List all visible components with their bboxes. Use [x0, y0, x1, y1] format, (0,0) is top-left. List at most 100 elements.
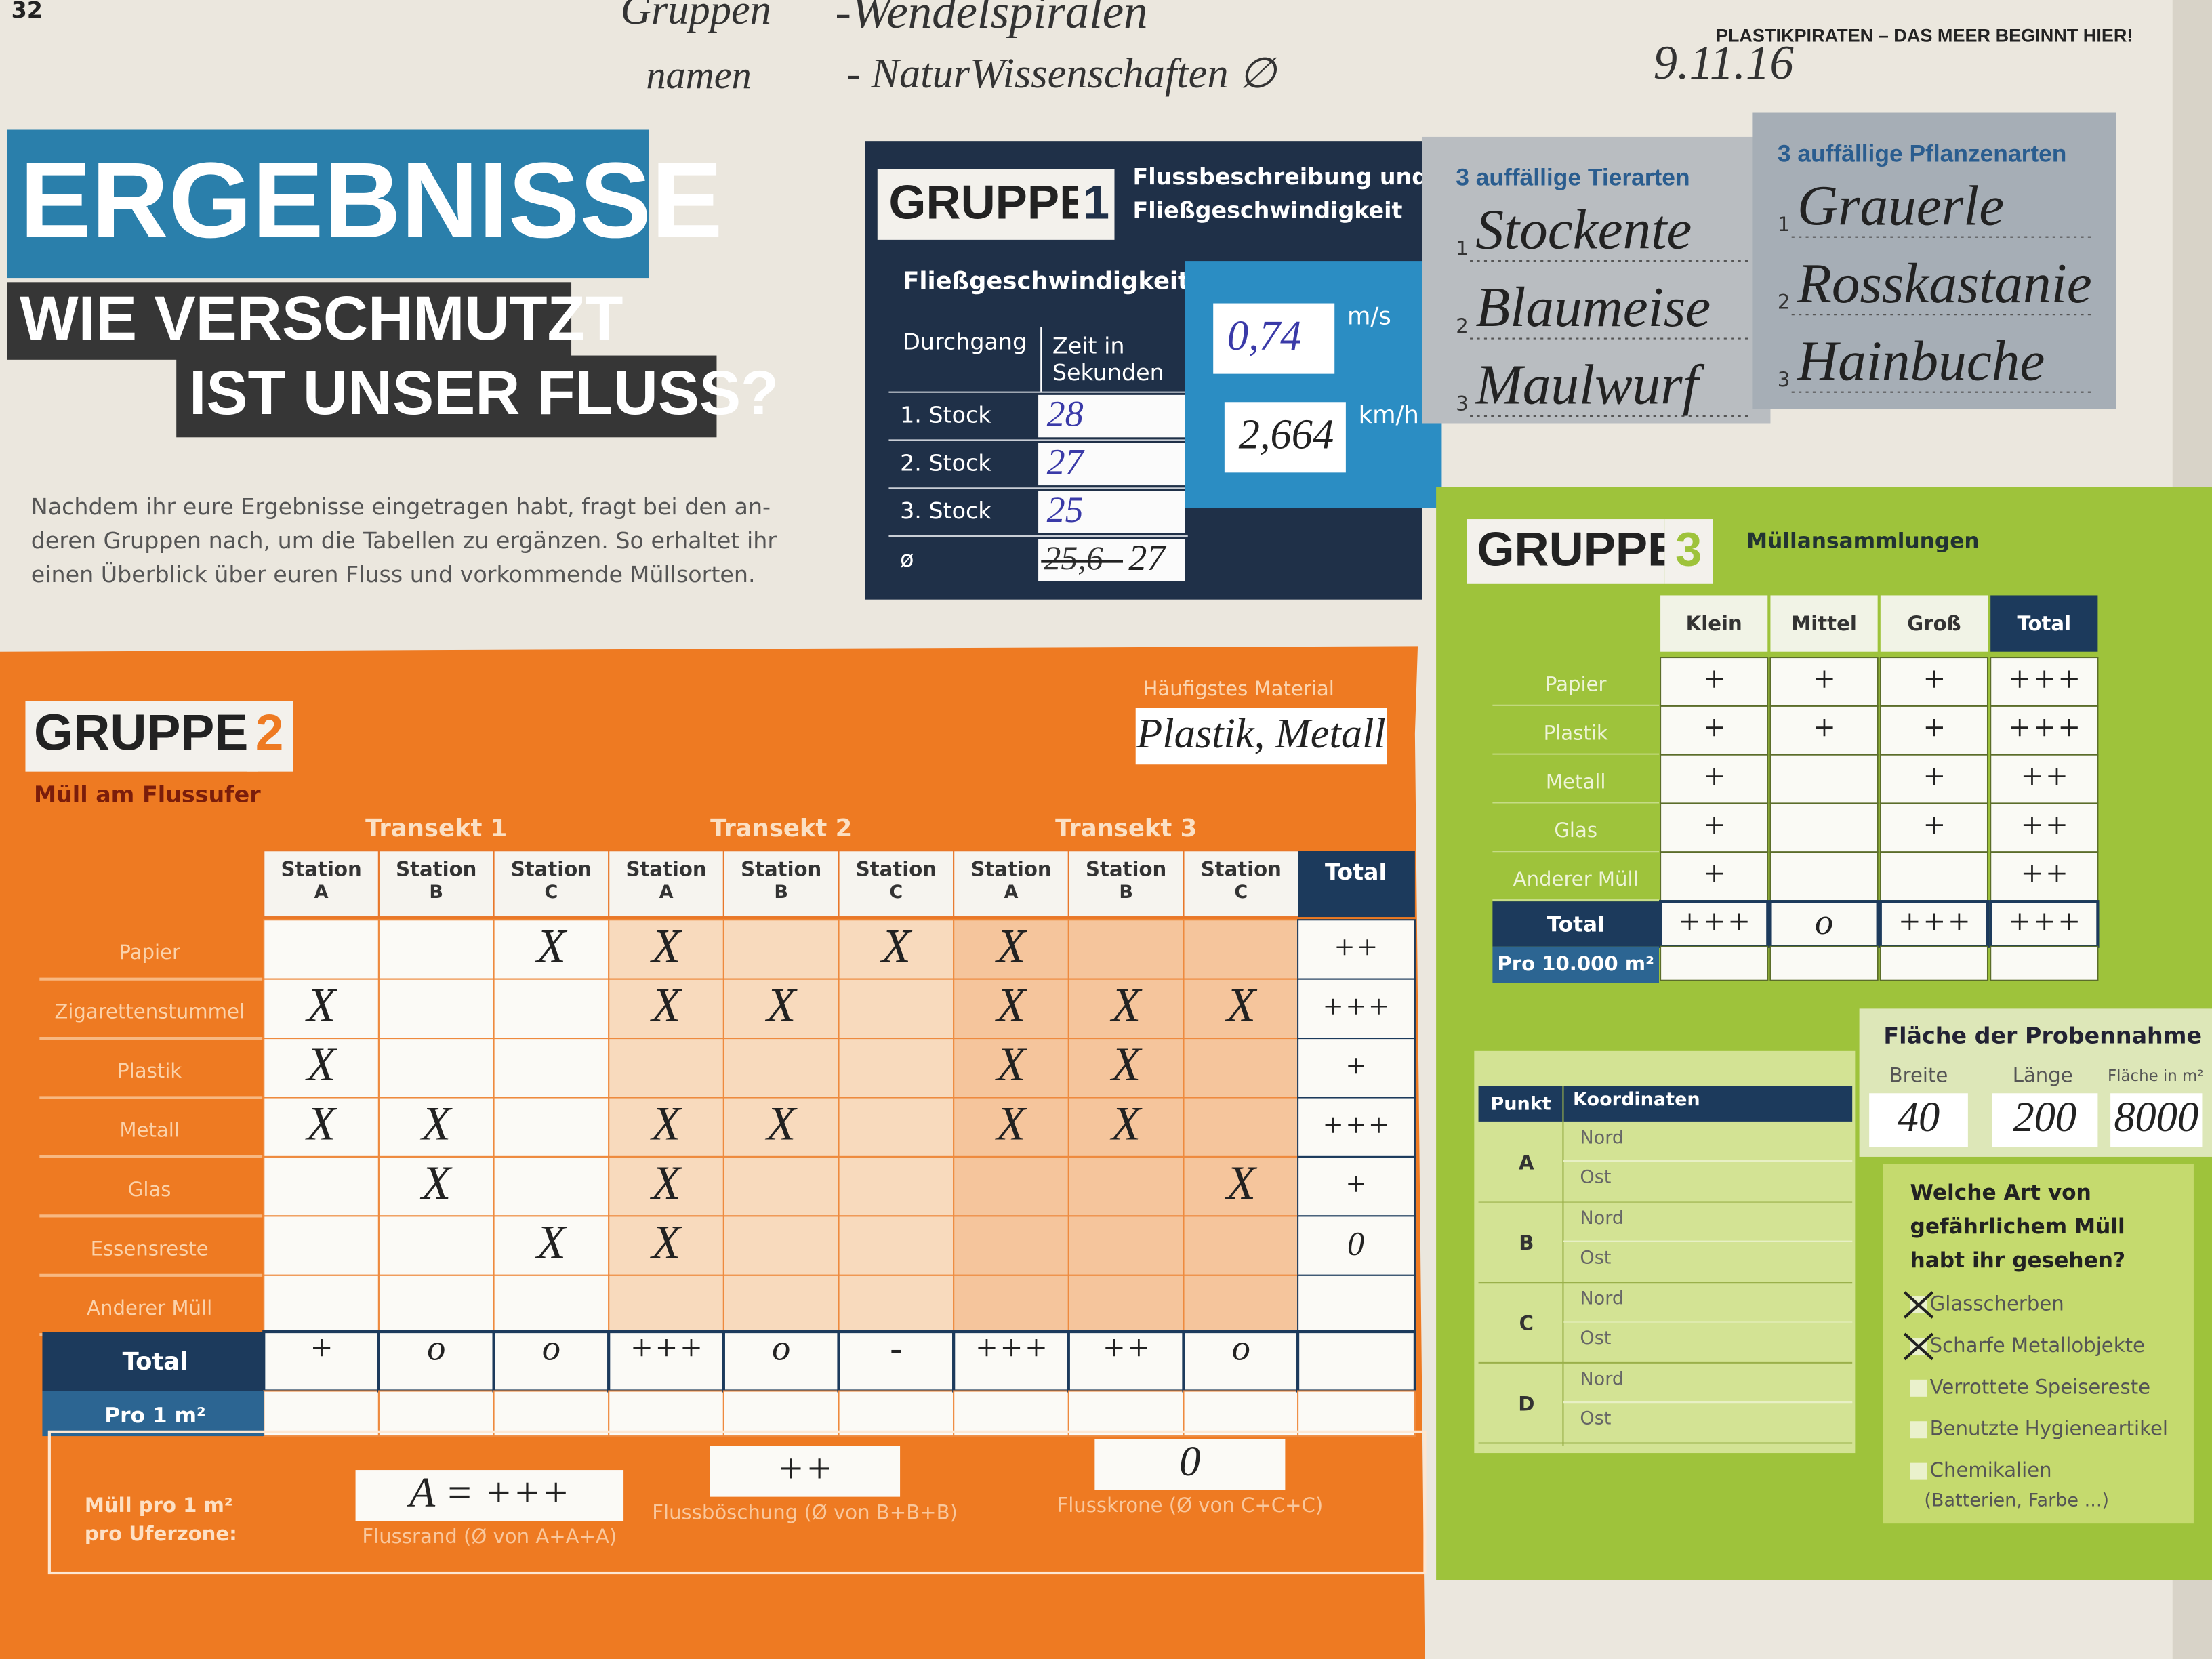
column-header: B: [774, 882, 788, 903]
handwritten-mark: +: [1922, 659, 1947, 699]
handwritten-mark: +: [1811, 659, 1837, 699]
table-cell: [607, 1330, 725, 1393]
page-number: 32: [12, 0, 43, 23]
table-cell: [1769, 945, 1879, 981]
title-band: [7, 129, 649, 279]
checkbox: [1910, 1421, 1927, 1439]
handwritten-value: 25: [1047, 489, 1084, 530]
column-header: Station: [281, 857, 361, 880]
handwritten-mark: X: [994, 979, 1027, 1032]
row-label: Glas: [128, 1178, 171, 1201]
column-header: Sekunden: [1052, 359, 1164, 386]
point-label: C: [1519, 1312, 1534, 1335]
table-cell: [1067, 1038, 1185, 1099]
column-header: Station: [396, 857, 476, 880]
transect-label: Transekt 1: [365, 815, 507, 842]
column-header: Zeit in: [1052, 333, 1125, 359]
answer-box: [1224, 402, 1346, 473]
table-cell: [1067, 919, 1185, 980]
item-number: 3: [1456, 392, 1469, 415]
handwritten-value: Plastik, Metall: [1136, 710, 1386, 757]
column-header-cell: [1660, 595, 1768, 652]
uferzone-label: Müll pro 1 m²: [85, 1494, 233, 1517]
zone-caption: Flusskrone (Ø von C+C+C): [1057, 1494, 1323, 1517]
handwritten-name: Grauerle: [1797, 175, 2004, 237]
handwritten-mark: +: [1702, 756, 1727, 797]
handwritten-mark: X: [1109, 1098, 1143, 1151]
handwritten-mark: ++: [2020, 853, 2069, 894]
column-header: Station: [1201, 857, 1282, 880]
table-cell: [838, 1274, 955, 1336]
per-area-label-cell: [1492, 946, 1659, 983]
group-label: GRUPPE: [888, 176, 1091, 229]
table-cell: [722, 1274, 840, 1336]
table-cell: [1879, 802, 1989, 853]
column-header: Total: [2017, 612, 2071, 635]
column-header-cell: [1880, 595, 1988, 652]
group-label-box: [1467, 519, 1665, 584]
row-label: Metall: [119, 1118, 180, 1141]
table-cell: [1183, 1097, 1300, 1158]
table-cell: [493, 1390, 610, 1437]
table-cell: [493, 1038, 610, 1099]
handwritten-mark: +: [1702, 708, 1727, 748]
question: habt ihr gesehen?: [1910, 1248, 2126, 1273]
coordinate-label: Nord: [1580, 1208, 1624, 1229]
answer-cell: [1038, 394, 1185, 438]
table-cell: [493, 978, 610, 1040]
group-label: GRUPPE: [34, 703, 248, 760]
title-band: [7, 282, 572, 360]
table-cell: [1990, 754, 2099, 804]
handwritten-mark: 0: [1347, 1225, 1364, 1263]
panel-title: 3 auffällige Tierarten: [1456, 165, 1689, 191]
group-label-box: [25, 701, 258, 772]
table-cell: [377, 1097, 495, 1158]
handwritten-mark: +: [1922, 756, 1947, 797]
group-label: GRUPPE: [1477, 523, 1679, 576]
table-cell: [377, 1215, 495, 1276]
column-header: Koordinaten: [1573, 1089, 1700, 1110]
table-cell: [1067, 1215, 1185, 1276]
handwritten-mark: +: [309, 1328, 334, 1368]
column-header: C: [889, 882, 903, 903]
field-label: Länge: [2013, 1063, 2073, 1086]
table-cell: [263, 1274, 380, 1336]
handwriting: - NaturWissenschaften ∅: [846, 49, 1277, 97]
table-cell: [1183, 978, 1300, 1040]
table-cell: [608, 919, 724, 980]
table-cell: [953, 1215, 1069, 1276]
column-header-cell: [493, 850, 610, 918]
handwritten-date: 9.11.16: [1654, 37, 1795, 89]
column-header: C: [1234, 882, 1248, 903]
table-cell: [493, 919, 610, 980]
option-label: Benutzte Hygieneartikel: [1930, 1417, 2168, 1440]
table-cell: [838, 1155, 955, 1217]
handwritten-mark: X: [1109, 979, 1143, 1032]
column-header: Station: [511, 857, 592, 880]
group-label-box: [877, 169, 1078, 240]
row-label: ø: [900, 546, 914, 572]
table-cell: [953, 1155, 1069, 1217]
handwritten-mark: +++: [629, 1328, 703, 1368]
column-header: Punkt: [1490, 1093, 1551, 1114]
handwritten-mark: +: [1922, 804, 1947, 845]
group-number: 3: [1675, 523, 1702, 576]
answer-cell: [1038, 443, 1185, 486]
column-header: A: [314, 882, 329, 903]
handwritten-mark: +++: [974, 1328, 1048, 1368]
title: WIE VERSCHMUTZT: [20, 284, 623, 353]
handwritten-value: 28: [1047, 394, 1084, 434]
handwritten-mark: X: [1225, 1157, 1258, 1210]
table-cell: [838, 1097, 955, 1158]
table-cell: [722, 1038, 840, 1099]
handwritten-name: Hainbuche: [1797, 330, 2045, 392]
table-cell: [493, 1155, 610, 1217]
table-cell: [377, 919, 495, 980]
handwritten-mark: +: [1345, 1046, 1368, 1084]
transect-label: Transekt 3: [1055, 815, 1197, 842]
column-header: Groß: [1907, 612, 1961, 635]
column-header: B: [429, 882, 443, 903]
table-cell: [1660, 754, 1769, 804]
column-header-cell: [1990, 595, 2098, 652]
row-label: Pro 1 m²: [104, 1404, 205, 1428]
